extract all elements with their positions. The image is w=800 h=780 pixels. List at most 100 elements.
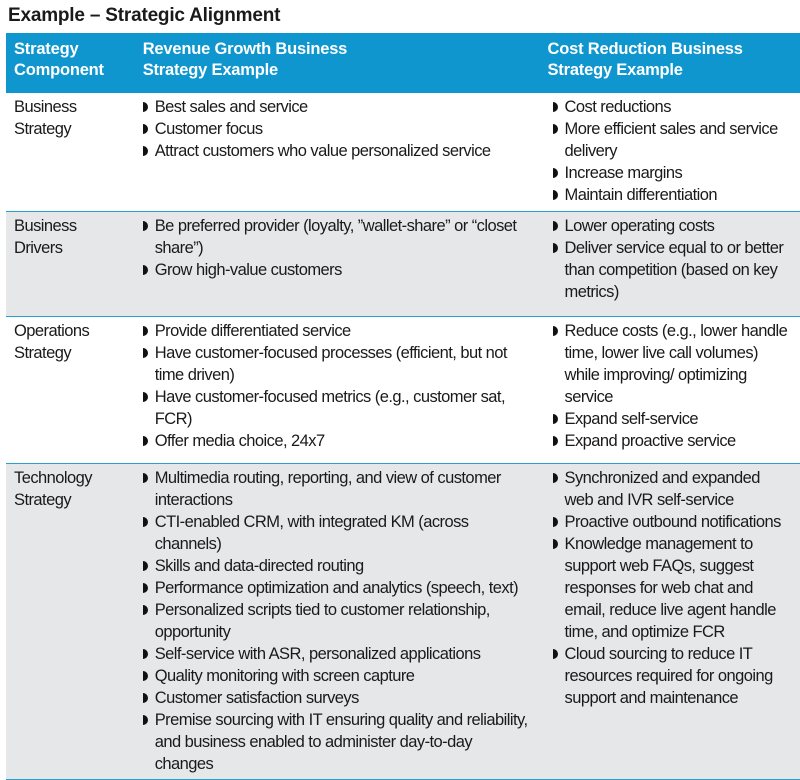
- bullet-icon: [553, 649, 558, 659]
- bullet-icon: [553, 243, 558, 253]
- bullet-icon: [553, 124, 558, 134]
- bullet-icon: [553, 102, 558, 112]
- bullet-icon: [143, 436, 148, 446]
- bullet-icon: [553, 473, 558, 483]
- bullet-item: Increase margins: [553, 162, 793, 184]
- revenue-cell: Multimedia routing, reporting, and view …: [123, 463, 540, 779]
- strategy-component: Business Drivers: [6, 211, 123, 316]
- table-title: Example – Strategic Alignment: [8, 5, 280, 27]
- bullet-item: Customer focus: [143, 118, 532, 140]
- bullet-icon: [143, 265, 148, 275]
- bullet-text: More efficient sales and service deliver…: [565, 120, 778, 160]
- bullet-text: Self-service with ASR, personalized appl…: [155, 645, 481, 663]
- bullet-icon: [553, 436, 558, 446]
- bullet-text: Grow high-value customers: [155, 261, 342, 279]
- bullet-item: Personalized scripts tied to customer re…: [143, 599, 532, 643]
- bullet-item: Skills and data-directed routing: [143, 555, 532, 577]
- bullet-text: Knowledge management to support web FAQs…: [565, 535, 776, 641]
- bullet-text: Have customer-focused metrics (e.g., cus…: [155, 388, 505, 428]
- cost-cell: Synchronized and expanded web and IVR se…: [540, 463, 800, 779]
- bullet-item: Synchronized and expanded web and IVR se…: [553, 467, 793, 511]
- bullet-item: Be preferred provider (loyalty, ”wallet-…: [143, 215, 532, 259]
- bullet-icon: [553, 326, 558, 336]
- bullet-item: Self-service with ASR, personalized appl…: [143, 643, 532, 665]
- bullet-item: Deliver service equal to or better than …: [553, 237, 793, 303]
- bullet-item: More efficient sales and service deliver…: [553, 118, 793, 162]
- bullet-item: Grow high-value customers: [143, 259, 532, 281]
- bullet-item: Premise sourcing with IT ensuring qualit…: [143, 709, 532, 775]
- bullet-item: Expand proactive service: [553, 430, 793, 452]
- cost-cell: Cost reductions More efficient sales and …: [540, 93, 800, 211]
- bullet-text: Multimedia routing, reporting, and view …: [155, 469, 501, 509]
- bullet-icon: [143, 649, 148, 659]
- bullet-text: Proactive outbound notifications: [565, 513, 781, 531]
- revenue-cell: Best sales and service Customer focus Att…: [123, 93, 540, 211]
- bullet-item: CTI-enabled CRM, with integrated KM (acr…: [143, 511, 532, 555]
- bullet-icon: [143, 326, 148, 336]
- bullet-text: Maintain differentiation: [565, 186, 718, 204]
- bullet-text: Cloud sourcing to reduce IT resources re…: [565, 645, 773, 707]
- bullet-text: Reduce costs (e.g., lower handle time, l…: [565, 322, 788, 406]
- bullet-text: Deliver service equal to or better than …: [565, 239, 784, 301]
- bullet-text: Be preferred provider (loyalty, ”wallet-…: [155, 217, 517, 257]
- bullet-text: Personalized scripts tied to customer re…: [155, 601, 490, 641]
- header-strategy-component: Strategy Component: [6, 33, 123, 93]
- bullet-text: Expand proactive service: [565, 432, 736, 450]
- strategy-component: Operations Strategy: [6, 316, 123, 463]
- bullet-text: CTI-enabled CRM, with integrated KM (acr…: [155, 513, 469, 553]
- bullet-text: Have customer-focused processes (efficie…: [155, 344, 507, 384]
- cost-cell: Reduce costs (e.g., lower handle time, l…: [540, 316, 800, 463]
- bullet-icon: [553, 221, 558, 231]
- bullet-item: Best sales and service: [143, 96, 532, 118]
- revenue-cell: Be preferred provider (loyalty, ”wallet-…: [123, 211, 540, 316]
- bullet-item: Offer media choice, 24x7: [143, 430, 532, 452]
- bullet-icon: [143, 561, 148, 571]
- bullet-icon: [553, 414, 558, 424]
- bullet-text: Offer media choice, 24x7: [155, 432, 325, 450]
- header-revenue-growth: Revenue Growth Business Strategy Example: [123, 33, 540, 93]
- bullet-item: Knowledge management to support web FAQs…: [553, 533, 793, 643]
- bullet-text: Expand self-service: [565, 410, 699, 428]
- bullet-item: Multimedia routing, reporting, and view …: [143, 467, 532, 511]
- table-row: Business Strategy Best sales and service C…: [6, 93, 800, 211]
- bullet-text: Lower operating costs: [565, 217, 715, 235]
- revenue-cell: Provide differentiated service Have custo…: [123, 316, 540, 463]
- bullet-text: Performance optimization and analytics (…: [155, 579, 518, 597]
- bullet-text: Best sales and service: [155, 98, 308, 116]
- bullet-icon: [143, 348, 148, 358]
- bullet-text: Customer satisfaction surveys: [155, 689, 359, 707]
- bullet-item: Maintain differentiation: [553, 184, 793, 206]
- bullet-text: Premise sourcing with IT ensuring qualit…: [155, 711, 528, 773]
- bullet-item: Have customer-focused processes (efficie…: [143, 342, 532, 386]
- bullet-icon: [143, 146, 148, 156]
- bullet-icon: [553, 517, 558, 527]
- bullet-text: Attract customers who value personalized…: [155, 142, 491, 160]
- bullet-icon: [143, 221, 148, 231]
- table-header-row: Strategy Component Revenue Growth Busine…: [6, 33, 800, 93]
- bullet-icon: [143, 473, 148, 483]
- bullet-icon: [143, 583, 148, 593]
- bullet-text: Skills and data-directed routing: [155, 557, 364, 575]
- header-cost-reduction: Cost Reduction Business Strategy Example: [540, 33, 800, 93]
- strategic-alignment-table: Strategy Component Revenue Growth Busine…: [6, 33, 800, 780]
- bullet-text: Increase margins: [565, 164, 683, 182]
- bullet-text: Provide differentiated service: [155, 322, 351, 340]
- bullet-icon: [143, 605, 148, 615]
- bullet-item: Quality monitoring with screen capture: [143, 665, 532, 687]
- bullet-icon: [553, 539, 558, 549]
- bullet-item: Lower operating costs: [553, 215, 793, 237]
- bullet-item: Expand self-service: [553, 408, 793, 430]
- bullet-icon: [143, 715, 148, 725]
- bullet-item: Cloud sourcing to reduce IT resources re…: [553, 643, 793, 709]
- bullet-icon: [143, 124, 148, 134]
- bullet-text: Quality monitoring with screen capture: [155, 667, 415, 685]
- bullet-item: Cost reductions: [553, 96, 793, 118]
- cost-cell: Lower operating costs Deliver service equ…: [540, 211, 800, 316]
- strategy-component: Business Strategy: [6, 93, 123, 211]
- bullet-item: Performance optimization and analytics (…: [143, 577, 532, 599]
- bullet-icon: [143, 102, 148, 112]
- bullet-icon: [143, 517, 148, 527]
- bullet-text: Cost reductions: [565, 98, 671, 116]
